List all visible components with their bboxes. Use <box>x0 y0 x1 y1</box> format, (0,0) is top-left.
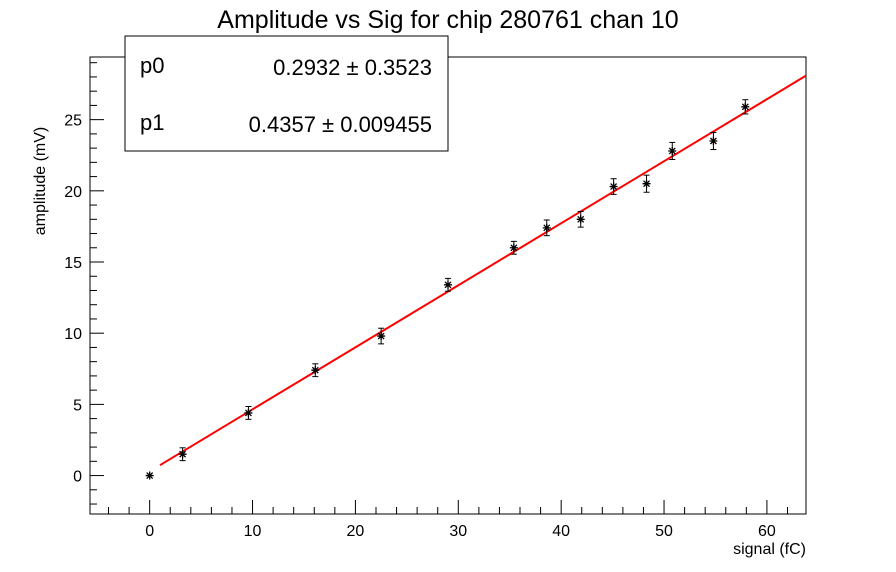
star-marker <box>311 366 320 375</box>
data-point <box>444 277 452 292</box>
star-marker <box>642 179 651 188</box>
data-point <box>668 141 677 161</box>
data-point <box>509 240 518 255</box>
data-points <box>145 99 750 480</box>
data-point <box>642 174 651 193</box>
star-marker <box>609 182 618 191</box>
data-point <box>741 99 750 115</box>
stat-p0-value: 0.2932 ± 0.3523 <box>273 55 432 80</box>
star-marker <box>444 280 452 289</box>
x-tick-label: 0 <box>145 523 154 540</box>
star-marker <box>542 223 551 232</box>
star-marker <box>668 146 677 155</box>
fit-line <box>159 74 807 467</box>
y-tick-label: 5 <box>73 397 82 414</box>
x-tick-labels: 0 10 20 30 40 50 60 <box>145 523 776 540</box>
axis-ticks <box>90 62 788 514</box>
x-axis-label: signal (fC) <box>733 541 806 558</box>
y-tick-label: 20 <box>64 184 82 201</box>
star-marker <box>178 450 187 459</box>
x-tick-label: 20 <box>347 523 365 540</box>
data-point <box>244 406 253 420</box>
stats-box-frame <box>124 35 449 152</box>
x-tick-label: 50 <box>655 523 673 540</box>
y-tick-label: 15 <box>64 255 82 272</box>
data-point <box>542 219 551 237</box>
data-point <box>145 471 154 480</box>
star-marker <box>509 243 518 252</box>
x-tick-label: 40 <box>552 523 570 540</box>
star-marker <box>741 102 750 111</box>
data-point <box>609 178 618 195</box>
y-tick-labels: 0 5 10 15 20 25 <box>64 113 82 486</box>
star-marker <box>709 136 718 145</box>
star-marker <box>576 215 585 224</box>
y-tick-label: 25 <box>64 113 82 130</box>
data-point <box>377 327 386 345</box>
y-axis-label: amplitude (mV) <box>32 127 49 235</box>
y-tick-label: 0 <box>73 469 82 486</box>
stat-p1-name: p1 <box>140 110 164 135</box>
stat-p1-value: 0.4357 ± 0.009455 <box>249 112 432 137</box>
data-point <box>709 131 718 151</box>
y-tick-label: 10 <box>64 326 82 343</box>
stat-p0-name: p0 <box>140 53 164 78</box>
x-tick-label: 60 <box>758 523 776 540</box>
fit-stats-box: p0 0.2932 ± 0.3523 p1 0.4357 ± 0.009455 <box>124 35 449 152</box>
data-point <box>576 210 585 228</box>
star-marker <box>244 408 253 417</box>
x-tick-label: 30 <box>449 523 467 540</box>
data-point <box>311 363 320 378</box>
star-marker <box>377 332 386 341</box>
chart-title: Amplitude vs Sig for chip 280761 chan 10 <box>217 6 678 34</box>
data-point <box>178 447 187 462</box>
x-tick-label: 10 <box>244 523 262 540</box>
star-marker <box>145 471 154 480</box>
